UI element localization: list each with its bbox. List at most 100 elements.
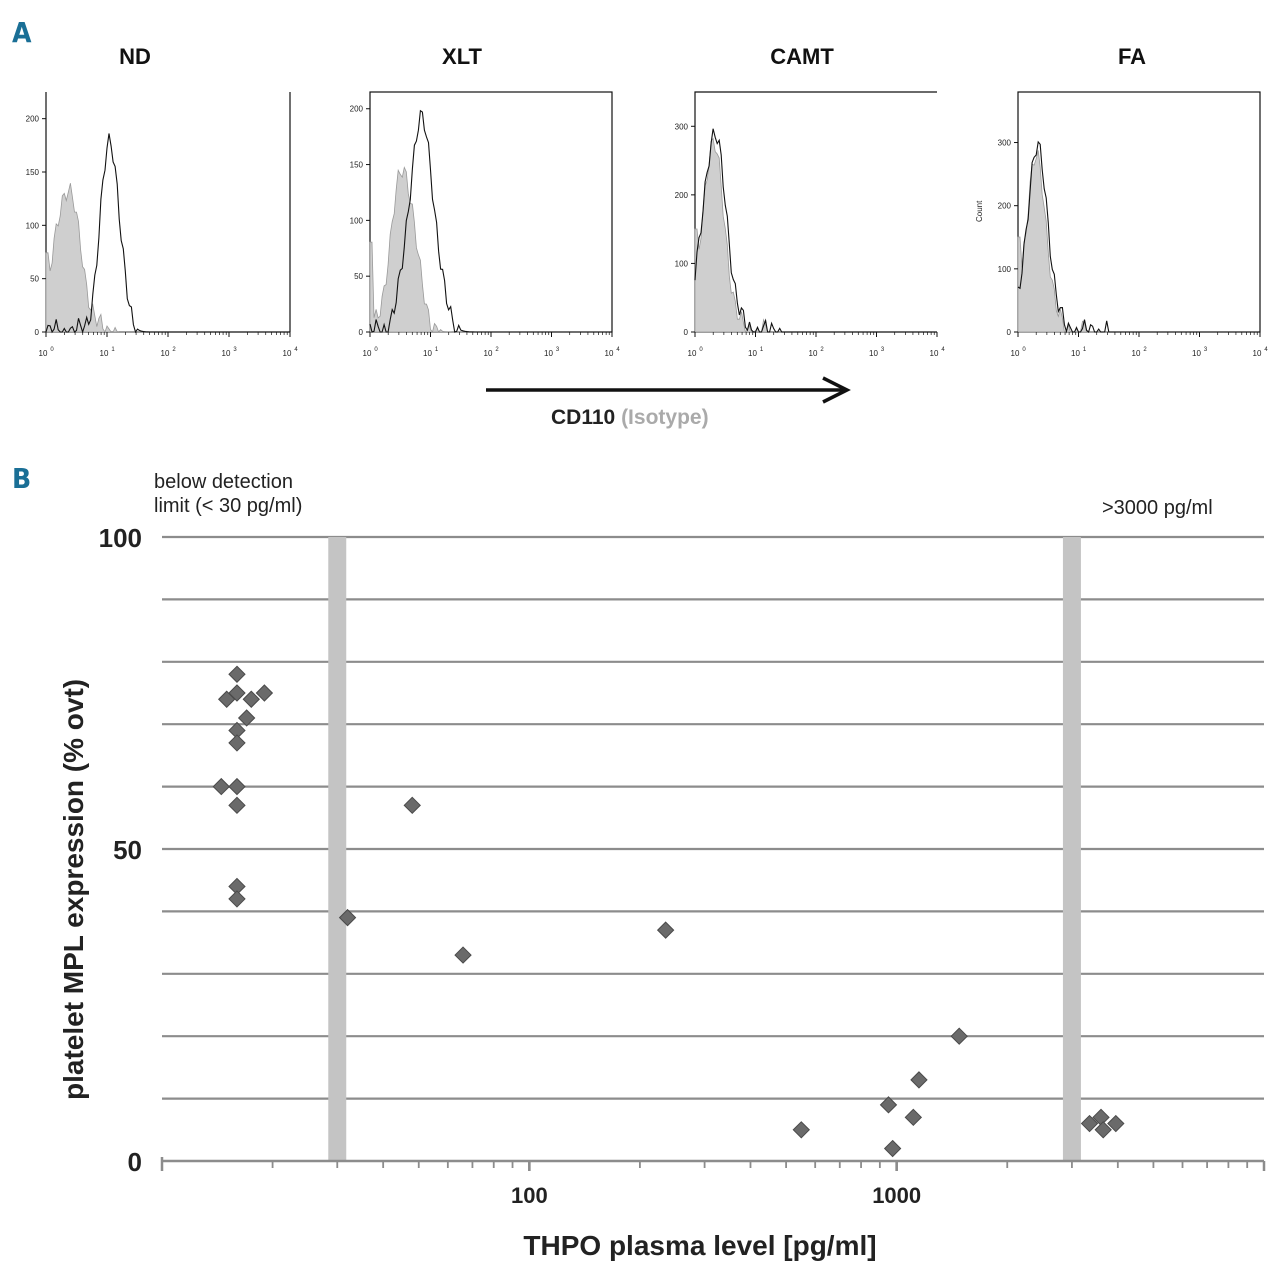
data-point [242, 690, 260, 708]
data-point [879, 1096, 898, 1114]
count-label: Count [975, 200, 984, 222]
y-tick-label: 100 [26, 221, 40, 230]
x-tick-exponent: 4 [616, 347, 620, 353]
x-tick-exponent: 2 [172, 347, 176, 353]
data-point [950, 1027, 968, 1045]
y-tick-label: 300 [998, 139, 1012, 148]
y-tick-label: 200 [998, 202, 1012, 211]
data-point [1107, 1114, 1125, 1133]
data-point [910, 1071, 928, 1089]
histogram-title-camt: CAMT [770, 44, 834, 69]
x-tick-exponent: 3 [1204, 347, 1208, 353]
x-tick-exponent: 3 [881, 347, 885, 353]
x-tick-label: 10 [748, 349, 757, 358]
x-tick-label: 10 [161, 349, 170, 358]
histogram-title-xlt: XLT [442, 44, 482, 69]
data-point [792, 1121, 811, 1139]
x-axis-title: THPO plasma level [pg/ml] [523, 1230, 877, 1261]
y-tick-label: 100 [998, 265, 1012, 274]
y-tick-label: 0 [684, 328, 689, 337]
y-tick-label: 200 [26, 115, 40, 124]
x-tick-label: 10 [544, 349, 553, 358]
detection-band [328, 537, 347, 1161]
x-tick-exponent: 2 [1143, 347, 1147, 353]
histogram-title-fa: FA [1117, 44, 1147, 69]
x-tick-exponent: 4 [1264, 347, 1268, 353]
data-point [656, 921, 675, 939]
x-tick-label: 10 [688, 349, 697, 358]
data-point [228, 684, 246, 702]
x-tick-label: 10 [363, 349, 372, 358]
x-tick-exponent: 0 [374, 347, 378, 353]
x-tick-label: 10 [809, 349, 818, 358]
y-tick-label: 300 [675, 122, 689, 131]
above-detection-annotation: >3000 pg/ml [1102, 497, 1213, 519]
data-point [883, 1139, 902, 1158]
y-tick-label: 100 [350, 216, 364, 225]
detection-band [1062, 537, 1081, 1161]
x-tick-exponent: 4 [941, 347, 945, 353]
data-point [1080, 1114, 1099, 1133]
data-point [228, 796, 246, 815]
data-point [237, 709, 256, 727]
panel-b-label: B [12, 462, 32, 495]
cd110-axis-label: CD110 (Isotype) [551, 406, 709, 430]
x-tick-label: 10 [1132, 349, 1141, 358]
y-tick-label: 0 [1007, 328, 1012, 337]
x-tick-label: 10 [1253, 349, 1262, 358]
x-tick-exponent: 0 [1022, 347, 1026, 353]
y-tick-label: 50 [30, 275, 39, 284]
x-tick-label: 10 [484, 349, 493, 358]
below-detection-line1: below detection [154, 471, 293, 493]
data-point [403, 796, 421, 815]
cd110-arrow-svg [486, 376, 851, 404]
data-point [228, 777, 246, 796]
x-tick-label: 10 [423, 349, 432, 358]
x-tick-label: 100 [511, 1183, 548, 1208]
x-tick-exponent: 1 [760, 347, 764, 353]
histogram-title-nd: ND [119, 44, 151, 69]
y-tick-label: 100 [675, 259, 689, 268]
x-tick-exponent: 3 [556, 347, 560, 353]
x-tick-label: 10 [1071, 349, 1080, 358]
x-tick-label: 10 [100, 349, 109, 358]
x-tick-label: 10 [869, 349, 878, 358]
isotype-label: (Isotype) [621, 406, 709, 429]
x-tick-label: 10 [605, 349, 614, 358]
x-tick-exponent: 1 [435, 347, 439, 353]
x-tick-exponent: 4 [294, 347, 298, 353]
x-tick-label: 10 [222, 349, 231, 358]
x-tick-exponent: 0 [699, 347, 703, 353]
data-point [228, 665, 246, 683]
x-tick-label: 10 [1011, 349, 1020, 358]
y-tick-label: 150 [350, 161, 364, 170]
data-point [228, 734, 246, 752]
x-tick-exponent: 1 [111, 347, 115, 353]
x-tick-exponent: 1 [1083, 347, 1087, 353]
y-tick-label: 0 [128, 1147, 142, 1177]
y-axis-title: platelet MPL expression (% ovt) [58, 678, 89, 1100]
data-point [212, 777, 230, 796]
y-tick-label: 50 [354, 272, 363, 281]
below-detection-annotation: below detection limit (< 30 pg/ml) [154, 470, 303, 518]
y-tick-label: 50 [113, 835, 142, 865]
x-tick-exponent: 2 [820, 347, 824, 353]
x-tick-label: 10 [39, 349, 48, 358]
x-tick-label: 10 [1192, 349, 1201, 358]
x-tick-label: 1000 [872, 1183, 921, 1208]
data-point [338, 908, 357, 927]
data-point [255, 684, 274, 702]
y-tick-label: 100 [99, 523, 142, 553]
y-tick-label: 0 [35, 328, 40, 337]
data-point [454, 946, 472, 964]
panel-a-label: A [12, 16, 32, 49]
data-point [1094, 1121, 1112, 1139]
x-tick-label: 10 [930, 349, 939, 358]
below-detection-line2: limit (< 30 pg/ml) [154, 495, 303, 517]
